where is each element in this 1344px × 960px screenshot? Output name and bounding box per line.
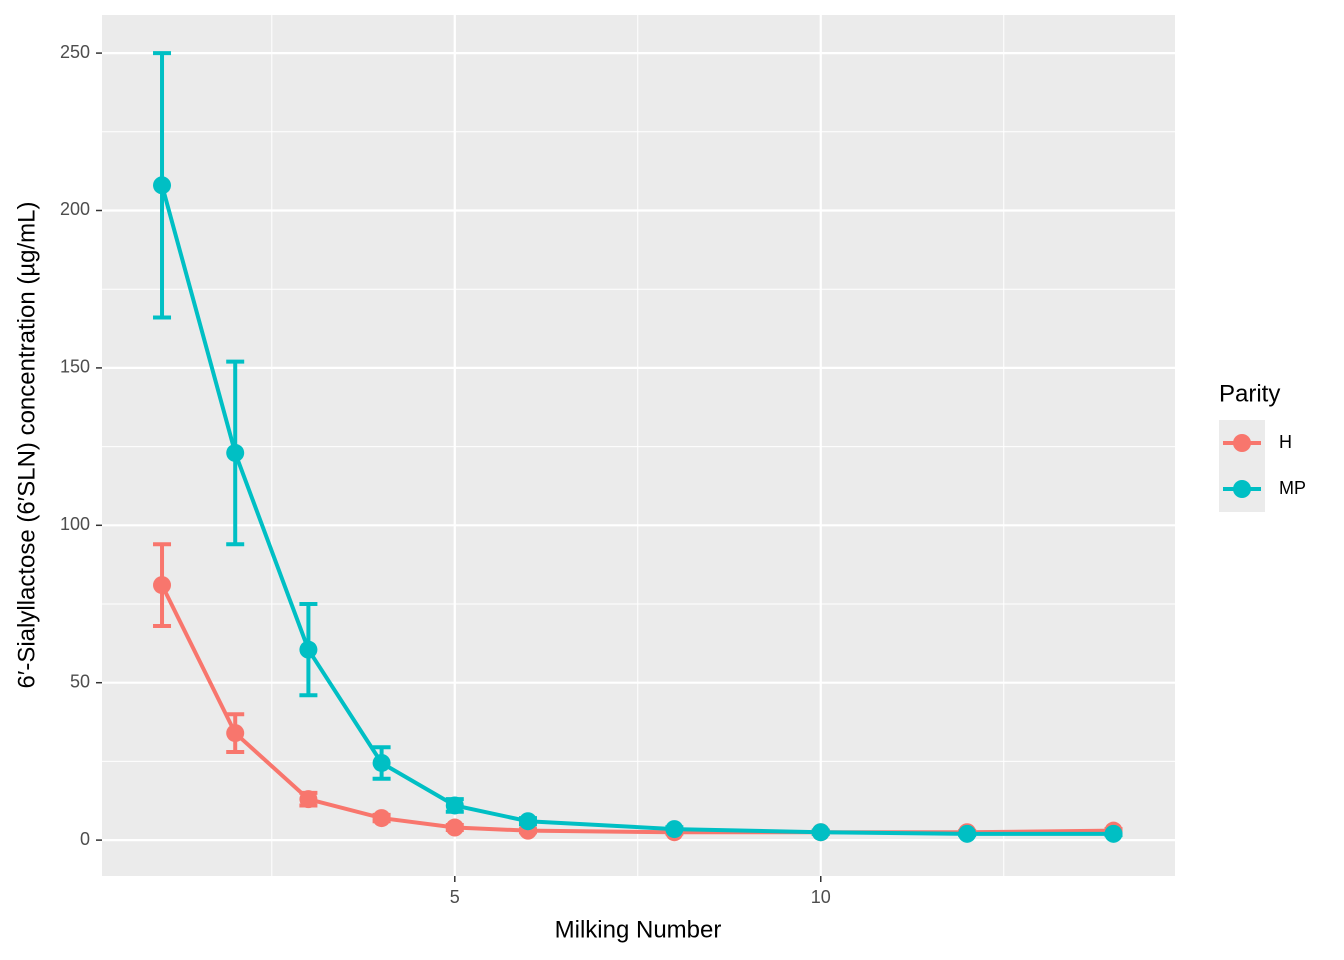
point xyxy=(226,443,245,462)
point xyxy=(372,809,391,828)
legend-key-point xyxy=(1233,480,1251,498)
panel xyxy=(102,15,1175,876)
x-tick-label: 5 xyxy=(450,887,460,907)
legend: H MP xyxy=(1219,420,1306,512)
y-tick-label: 250 xyxy=(60,42,90,62)
point xyxy=(372,753,391,772)
y-axis-title: 6′-Sialyllactose (6′SLN) concentration (… xyxy=(13,201,40,688)
y-tick-label: 100 xyxy=(60,514,90,534)
grid xyxy=(102,15,1175,876)
legend-key-point xyxy=(1233,434,1251,452)
y-tick-label: 200 xyxy=(60,199,90,219)
point xyxy=(1104,824,1123,843)
legend-label: H xyxy=(1279,432,1292,452)
point xyxy=(665,820,684,839)
legend-title: Parity xyxy=(1219,380,1280,407)
y-tick-label: 150 xyxy=(60,357,90,377)
marks xyxy=(153,51,1123,843)
point xyxy=(958,824,977,843)
point xyxy=(153,576,172,595)
x-tick-label: 10 xyxy=(811,887,831,907)
point xyxy=(445,796,464,815)
point xyxy=(153,176,172,195)
x-axis-title: Milking Number xyxy=(555,916,722,943)
y-tick-label: 50 xyxy=(70,671,90,691)
point xyxy=(445,818,464,837)
point xyxy=(299,790,318,809)
y-tick-label: 0 xyxy=(80,829,90,849)
point xyxy=(299,640,318,659)
point xyxy=(518,812,537,831)
point xyxy=(226,724,245,743)
legend-label: MP xyxy=(1279,478,1306,498)
point xyxy=(811,823,830,842)
series-line xyxy=(160,184,1114,836)
